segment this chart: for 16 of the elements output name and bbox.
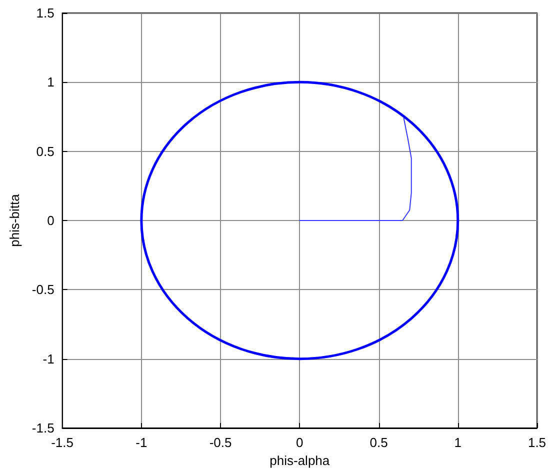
y-tick-label: -0.5: [32, 282, 54, 298]
y-axis-title: phis-bitta: [7, 193, 22, 247]
y-tick-label: 1.5: [36, 6, 54, 20]
y-tick-label: 0: [47, 213, 54, 228]
y-tick-label: -1: [42, 351, 54, 366]
x-tick-label: 1: [454, 435, 462, 450]
line-series: [299, 118, 412, 221]
x-axis-title: phis-alpha: [270, 452, 330, 468]
x-tick-label: -0.5: [209, 435, 232, 450]
x-tick-label: -1: [136, 435, 148, 450]
y-tick-label: -1.5: [32, 420, 54, 436]
x-tick-label: 1.5: [528, 435, 546, 450]
x-tick-label: 0: [296, 435, 304, 450]
y-tick-label: 0.5: [36, 144, 54, 159]
y-tick-label: 1: [47, 74, 54, 90]
x-tick-label: 0.5: [370, 435, 388, 450]
